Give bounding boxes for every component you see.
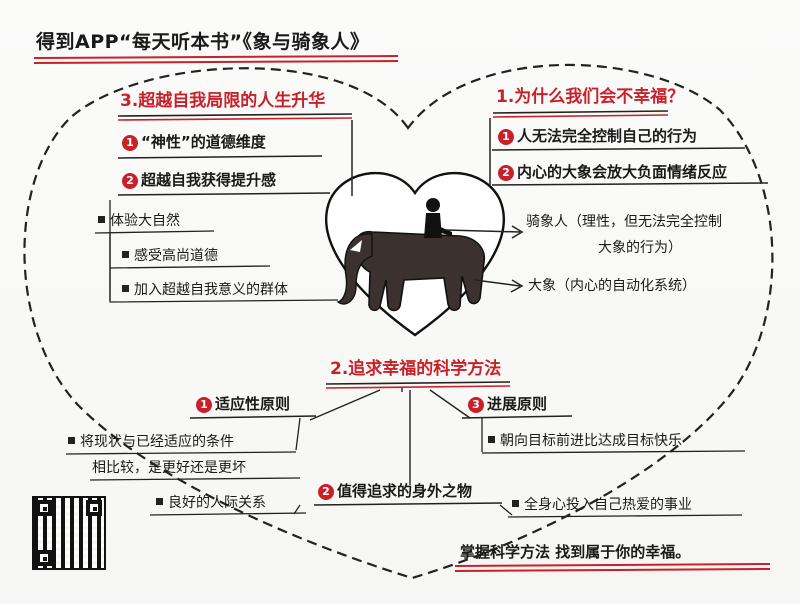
bullet-square-icon: [98, 216, 105, 223]
left-bullet-2: 感受高尚道德: [122, 248, 218, 264]
right-item-1: 1 人无法完全控制自己的行为: [498, 127, 698, 145]
left-item-2-text: 超越自我获得提升感: [141, 171, 277, 189]
left-item-1: 1 “神性”的道德维度: [122, 133, 266, 151]
relationships-note: 良好的人际关系: [156, 495, 266, 511]
number-badge: 2: [122, 173, 138, 189]
bullet-square-icon: [68, 437, 75, 444]
branch-worth-pursuing: 2 值得追求的身外之物: [318, 482, 473, 500]
bullet-square-icon: [122, 285, 129, 292]
left-bullet-3-text: 加入超越自我意义的群体: [134, 282, 288, 298]
bullet-square-icon: [512, 500, 519, 507]
heart-outline: [23, 63, 774, 580]
rider-drawing: [424, 198, 452, 238]
left-bullet-1: 体验大自然: [98, 213, 180, 229]
qr-code: [32, 496, 106, 570]
number-badge: 3: [468, 397, 484, 413]
rider-label-line1: 骑象人（理性，但无法完全控制: [526, 214, 722, 230]
progress-note: 朝向目标前进比达成目标快乐: [488, 433, 682, 449]
bullet-square-icon: [156, 498, 163, 505]
right-item-2-text: 内心的大象会放大负面情绪反应: [517, 163, 728, 181]
left-bullet-1-text: 体验大自然: [110, 213, 180, 229]
passion-note: 全身心投入自己热爱的事业: [512, 497, 692, 513]
number-badge: 2: [318, 484, 334, 500]
branch-progress-text: 进展原则: [487, 395, 548, 413]
left-bullet-2-text: 感受高尚道德: [134, 248, 218, 264]
branch-adaptation-text: 适应性原则: [215, 395, 291, 413]
qr-finder-mark: [36, 500, 52, 516]
bullet-square-icon: [122, 251, 129, 258]
number-badge: 1: [122, 135, 138, 151]
bullet-square-icon: [488, 436, 495, 443]
page-title: 得到APP“每天听本书”《象与骑象人》: [36, 31, 370, 53]
branch-worth-pursuing-text: 值得追求的身外之物: [337, 482, 473, 500]
left-bullet-3: 加入超越自我意义的群体: [122, 282, 288, 298]
number-badge: 2: [498, 165, 514, 181]
right-item-2: 2 内心的大象会放大负面情绪反应: [498, 163, 728, 181]
footer-slogan: 掌握科学方法 找到属于你的幸福。: [460, 543, 691, 561]
rider-label-line2: 大象的行为）: [598, 240, 682, 256]
number-badge: 1: [196, 397, 212, 413]
qr-finder-mark: [36, 550, 52, 566]
section-heading-transcend: 3.超越自我局限的人生升华: [120, 91, 326, 111]
adaptation-note-line1: 将现状与已经适应的条件: [68, 434, 234, 450]
branch-adaptation: 1 适应性原则: [196, 395, 291, 413]
elephant-label: 大象（内心的自动化系统）: [528, 278, 696, 294]
elephant-drawing: [336, 230, 486, 312]
section-heading-why-unhappy: 1.为什么我们会不幸福？: [496, 87, 685, 107]
qr-finder-mark: [86, 500, 102, 516]
number-badge: 1: [498, 129, 514, 145]
left-item-1-text: “神性”的道德维度: [141, 133, 266, 151]
branch-progress: 3 进展原则: [468, 395, 548, 413]
adaptation-note-line2: 相比较，是更好还是更坏: [92, 460, 246, 476]
left-item-2: 2 超越自我获得提升感: [122, 171, 277, 189]
section-heading-scientific-methods: 2.追求幸福的科学方法: [330, 359, 502, 379]
right-item-1-text: 人无法完全控制自己的行为: [517, 127, 698, 145]
